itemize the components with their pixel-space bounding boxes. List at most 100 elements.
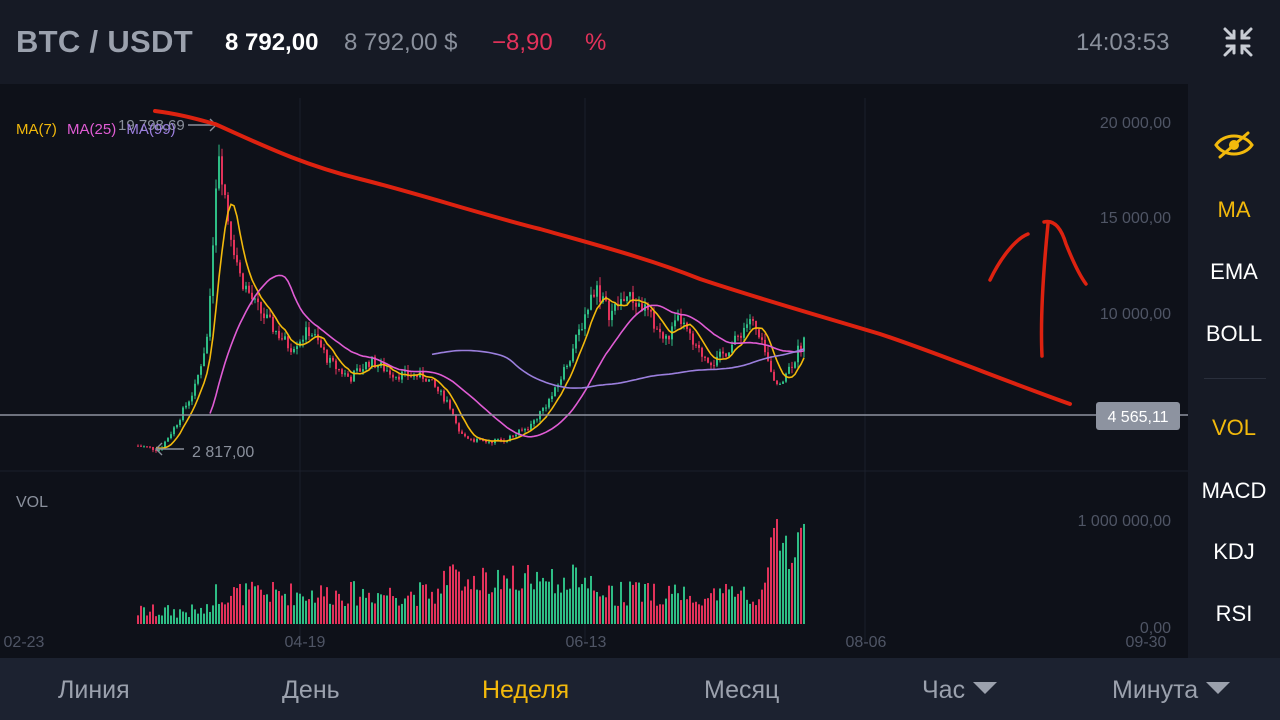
volume-bar: [380, 594, 382, 624]
candle-body: [680, 315, 682, 324]
candle-body: [791, 366, 793, 368]
tab-week[interactable]: Неделя: [482, 676, 570, 704]
candle-body: [704, 356, 706, 358]
candle-body: [425, 378, 427, 382]
candle-body: [533, 420, 535, 424]
volume-bar: [551, 569, 553, 624]
indicator-kdj[interactable]: KDJ: [1213, 539, 1255, 564]
volume-bar: [449, 566, 451, 624]
volume-bar: [710, 593, 712, 624]
candle-body: [593, 294, 595, 297]
tab-month[interactable]: Месяц: [704, 676, 780, 704]
volume-bar: [533, 589, 535, 624]
candle-body: [596, 285, 598, 297]
volume-bar: [665, 598, 667, 624]
candle-body: [395, 376, 397, 378]
candle-body: [167, 438, 169, 442]
indicator-ma[interactable]: MA: [1217, 197, 1251, 222]
candle-body: [347, 373, 349, 377]
current-price-label: 4 565,11: [1107, 409, 1168, 426]
volume-bar: [734, 596, 736, 624]
tab-line[interactable]: Линия: [58, 676, 130, 704]
ma-legend: MA(7) MA(25) MA(99): [16, 121, 176, 138]
volume-bar: [437, 588, 439, 624]
indicator-ema[interactable]: EMA: [1210, 259, 1258, 284]
trading-pair[interactable]: BTC / USDT: [16, 24, 193, 59]
candle-body: [437, 386, 439, 392]
candle-body: [461, 431, 463, 434]
candle-body: [203, 353, 205, 367]
indicator-boll[interactable]: BOLL: [1205, 321, 1263, 346]
ma99-legend: MA(99): [126, 121, 175, 138]
eye-icon[interactable]: [1214, 129, 1254, 161]
current-price-box: [1096, 402, 1180, 430]
volume-bar: [704, 598, 706, 624]
candle-body: [449, 400, 451, 409]
volume-bar: [239, 583, 241, 624]
volume-bar: [446, 585, 448, 624]
candle-body: [470, 438, 472, 440]
volume-bar: [785, 535, 787, 624]
tab-hour[interactable]: Час: [922, 676, 998, 705]
candle-body: [230, 221, 232, 240]
x-axis-label: 04-19: [285, 634, 326, 651]
volume-bar: [182, 611, 184, 624]
last-price: 8 792,00: [225, 29, 319, 56]
volume-bar: [647, 583, 649, 624]
candle-body: [212, 245, 214, 296]
volume-bar: [191, 604, 193, 624]
volume-bar: [500, 589, 502, 624]
candle-body: [323, 347, 325, 350]
volume-bar: [722, 593, 724, 624]
volume-bar: [344, 605, 346, 624]
sidebar-divider: [1204, 378, 1266, 379]
candle-body: [512, 435, 514, 437]
candle-body: [446, 400, 448, 402]
ma99-line: [431, 348, 805, 389]
candle-body: [173, 427, 175, 435]
candle-body: [500, 438, 502, 441]
indicator-rsi[interactable]: RSI: [1215, 601, 1253, 626]
volume-bar: [383, 595, 385, 624]
candle-body: [611, 310, 613, 321]
candle-body: [473, 439, 475, 442]
volume-bar: [653, 583, 655, 624]
volume-bar: [173, 609, 175, 624]
tab-day[interactable]: День: [282, 676, 340, 704]
volume-bar: [764, 582, 766, 624]
volume-axis-label: 0,00: [1140, 620, 1171, 637]
volume-bar: [410, 591, 412, 624]
candle-body: [233, 239, 235, 256]
volume-bar: [758, 599, 760, 624]
candle-body: [707, 357, 709, 363]
indicator-vol[interactable]: VOL: [1211, 415, 1257, 440]
volume-bar: [368, 592, 370, 624]
candle-body: [488, 441, 490, 443]
candle-body: [515, 434, 517, 437]
price-chart[interactable]: 4 565,11 19 798,69 2 817,00 MA(7) MA(25)…: [0, 84, 1188, 658]
candle-body: [569, 361, 571, 366]
volume-bar: [482, 567, 484, 624]
candle-body: [800, 345, 802, 352]
candle-body: [770, 360, 772, 372]
x-axis-label: 02-23: [4, 634, 45, 651]
chart-canvas[interactable]: 4 565,11 19 798,69 2 817,00 MA(7) MA(25)…: [0, 84, 1188, 658]
low-label: 2 817,00: [192, 444, 254, 461]
indicator-macd[interactable]: MACD: [1201, 478, 1267, 503]
volume-bar: [413, 594, 415, 624]
volume-bar: [386, 595, 388, 624]
volume-bar: [146, 615, 148, 624]
tab-minute[interactable]: Минута: [1112, 676, 1231, 705]
volume-bar: [542, 577, 544, 624]
volume-bar: [593, 590, 595, 624]
volume-bar: [584, 577, 586, 624]
volume-bar: [566, 589, 568, 624]
volume-bar: [242, 605, 244, 624]
candle-body: [197, 374, 199, 384]
volume-bar: [353, 581, 355, 624]
candle-body: [761, 337, 763, 340]
ma25-line: [209, 274, 805, 438]
volume-bar: [263, 594, 265, 624]
collapse-icon[interactable]: [1222, 26, 1254, 58]
volume-bar: [287, 605, 289, 624]
